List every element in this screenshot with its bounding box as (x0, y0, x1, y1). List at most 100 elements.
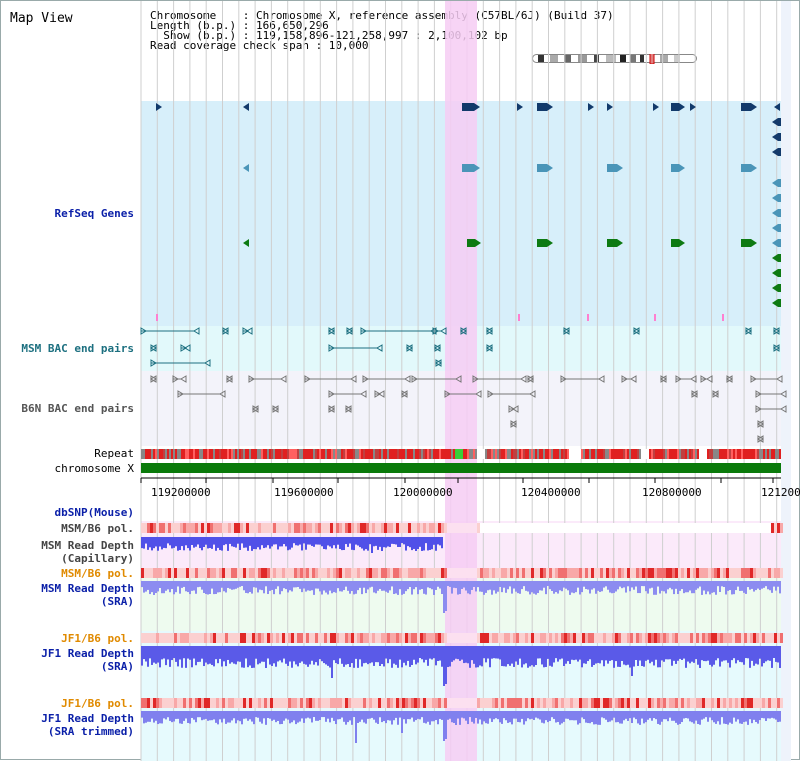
b6n-bac-pair-26 (272, 405, 279, 413)
refseq-marker-1 (518, 314, 520, 321)
repeat-track (141, 449, 781, 459)
msm-sra-track-bg (141, 571, 781, 631)
refseq-gene-2-1 (467, 239, 481, 247)
b6n-bac-pair-25 (252, 405, 259, 413)
msm-b6-pol-track-1 (141, 523, 783, 533)
b6n-bac-pair-20 (444, 390, 482, 398)
track-label-jf1-depth-trimmed[interactable]: JF1 Read Depth (SRA trimmed) (41, 712, 134, 738)
msm-bac-pair-5 (360, 327, 437, 335)
b6n-bac-pair-27 (328, 405, 335, 413)
chromosome-line: Chromosome : Chromosome X, reference ass… (150, 9, 614, 22)
track-label-dbsnp[interactable]: dbSNP(Mouse) (54, 506, 134, 519)
msm-bac-pair-0 (140, 327, 200, 335)
track-label-msm-b6-pol-1[interactable]: MSM/B6 pol. (61, 522, 134, 535)
b6n-bac-pair-9 (560, 375, 605, 383)
track-label-jf1-b6-pol-2[interactable]: JF1/B6 pol. (61, 697, 134, 710)
refseq-gene-0-2 (462, 103, 480, 111)
b6n-bac-pair-24 (755, 390, 787, 398)
refseq-marker-0 (156, 314, 158, 321)
msm-bac-pair-9 (563, 327, 570, 335)
b6n-bac-pair-19 (401, 390, 408, 398)
b6n-bac-pair-30 (755, 405, 787, 413)
track-label-jf1-depth-sra[interactable]: JF1 Read Depth (SRA) (41, 647, 134, 673)
axis-tick-label: 120400000 (521, 486, 581, 499)
b6n-bac-pair-11 (660, 375, 667, 383)
refseq-gene-stack-mid-0 (772, 179, 781, 187)
b6n-bac-pair-4 (304, 375, 357, 383)
jf1-b6-pol-track-2 (141, 698, 783, 708)
jf1-b6-pol-track-1 (141, 633, 783, 643)
b6n-bac-pair-21 (487, 390, 536, 398)
axis-tick-label: 121200 (761, 486, 800, 499)
b6n-bac-pair-2 (226, 375, 233, 383)
axis-tick-label: 119200000 (151, 486, 211, 499)
msm-depth-sra-track (141, 581, 781, 613)
chromosome-ideogram[interactable] (532, 54, 698, 64)
b6n-bac-track-bg (141, 371, 781, 446)
refseq-gene-stack-dark-0 (772, 118, 781, 126)
selected-region-highlight (445, 1, 477, 761)
msm-bac-pair-11 (745, 327, 752, 335)
b6n-bac-pair-29 (508, 405, 519, 413)
axis-tick-label: 119600000 (274, 486, 334, 499)
msm-bac-pair-12 (773, 327, 780, 335)
refseq-gene-stack-green-3 (772, 299, 781, 307)
right-scroll-gutter (781, 1, 791, 761)
refseq-gene-0-3 (517, 103, 523, 111)
refseq-gene-2-3 (607, 239, 623, 247)
refseq-gene-0-9 (690, 103, 696, 111)
refseq-gene-2-4 (671, 239, 685, 247)
refseq-gene-stack-dark-2 (772, 148, 781, 156)
msm-bac-pair-19 (773, 344, 780, 352)
jf1-depth-trimmed-track (141, 711, 781, 743)
refseq-gene-stack-mid-4 (772, 239, 781, 247)
msm-b6-pol-track-2 (141, 568, 783, 578)
track-label-chromosome: chromosome X (54, 462, 134, 475)
refseq-gene-1-5 (741, 164, 757, 172)
b6n-bac-pair-12 (675, 375, 697, 383)
track-label-msm-bac[interactable]: MSM BAC end pairs (21, 342, 134, 355)
msm-depth-capillary-track (141, 537, 443, 553)
refseq-gene-1-0 (243, 164, 249, 172)
refseq-gene-stack-mid-3 (772, 224, 781, 232)
track-label-refseq[interactable]: RefSeq Genes (54, 207, 134, 220)
refseq-gene-stack-mid-2 (772, 209, 781, 217)
b6n-bac-pair-17 (328, 390, 367, 398)
chromosome-bar (141, 463, 781, 473)
ideogram-position-marker (649, 54, 655, 64)
refseq-gene-1-4 (671, 164, 685, 172)
refseq-gene-1-3 (607, 164, 623, 172)
msm-bac-pair-4 (346, 327, 353, 335)
refseq-gene-0-7 (653, 103, 659, 111)
track-label-msm-b6-pol-2[interactable]: MSM/B6 pol. (61, 567, 134, 580)
refseq-gene-0-5 (588, 103, 594, 111)
b6n-bac-pair-18 (374, 390, 385, 398)
app-title: Map View (10, 11, 73, 26)
msm-bac-pair-17 (434, 344, 441, 352)
refseq-gene-0-10 (741, 103, 757, 111)
refseq-gene-2-5 (741, 239, 757, 247)
b6n-bac-pair-5 (362, 375, 411, 383)
track-label-msm-depth-capillary[interactable]: MSM Read Depth (Capillary) (41, 539, 134, 565)
b6n-bac-pair-23 (712, 390, 719, 398)
track-label-b6n-bac[interactable]: B6N BAC end pairs (21, 402, 134, 415)
track-label-msm-depth-sra[interactable]: MSM Read Depth (SRA) (41, 582, 134, 608)
refseq-gene-0-11 (774, 103, 780, 111)
b6n-bac-pair-13 (700, 375, 713, 383)
b6n-bac-pair-16 (177, 390, 226, 398)
refseq-gene-stack-mid-1 (772, 194, 781, 202)
msm-bac-pair-16 (406, 344, 413, 352)
axis-tick-label: 120800000 (642, 486, 702, 499)
refseq-gene-0-1 (243, 103, 249, 111)
b6n-bac-pair-3 (248, 375, 287, 383)
track-label-jf1-b6-pol-1[interactable]: JF1/B6 pol. (61, 632, 134, 645)
msm-bac-pair-6 (432, 327, 447, 335)
chromosome-info: Chromosome : Chromosome X, reference ass… (150, 9, 614, 51)
msm-bac-pair-1 (222, 327, 229, 335)
refseq-gene-1-2 (537, 164, 553, 172)
b6n-bac-pair-7 (472, 375, 527, 383)
refseq-gene-0-0 (156, 103, 162, 111)
refseq-marker-2 (587, 314, 589, 321)
msm-cap-track-bg (141, 521, 781, 571)
